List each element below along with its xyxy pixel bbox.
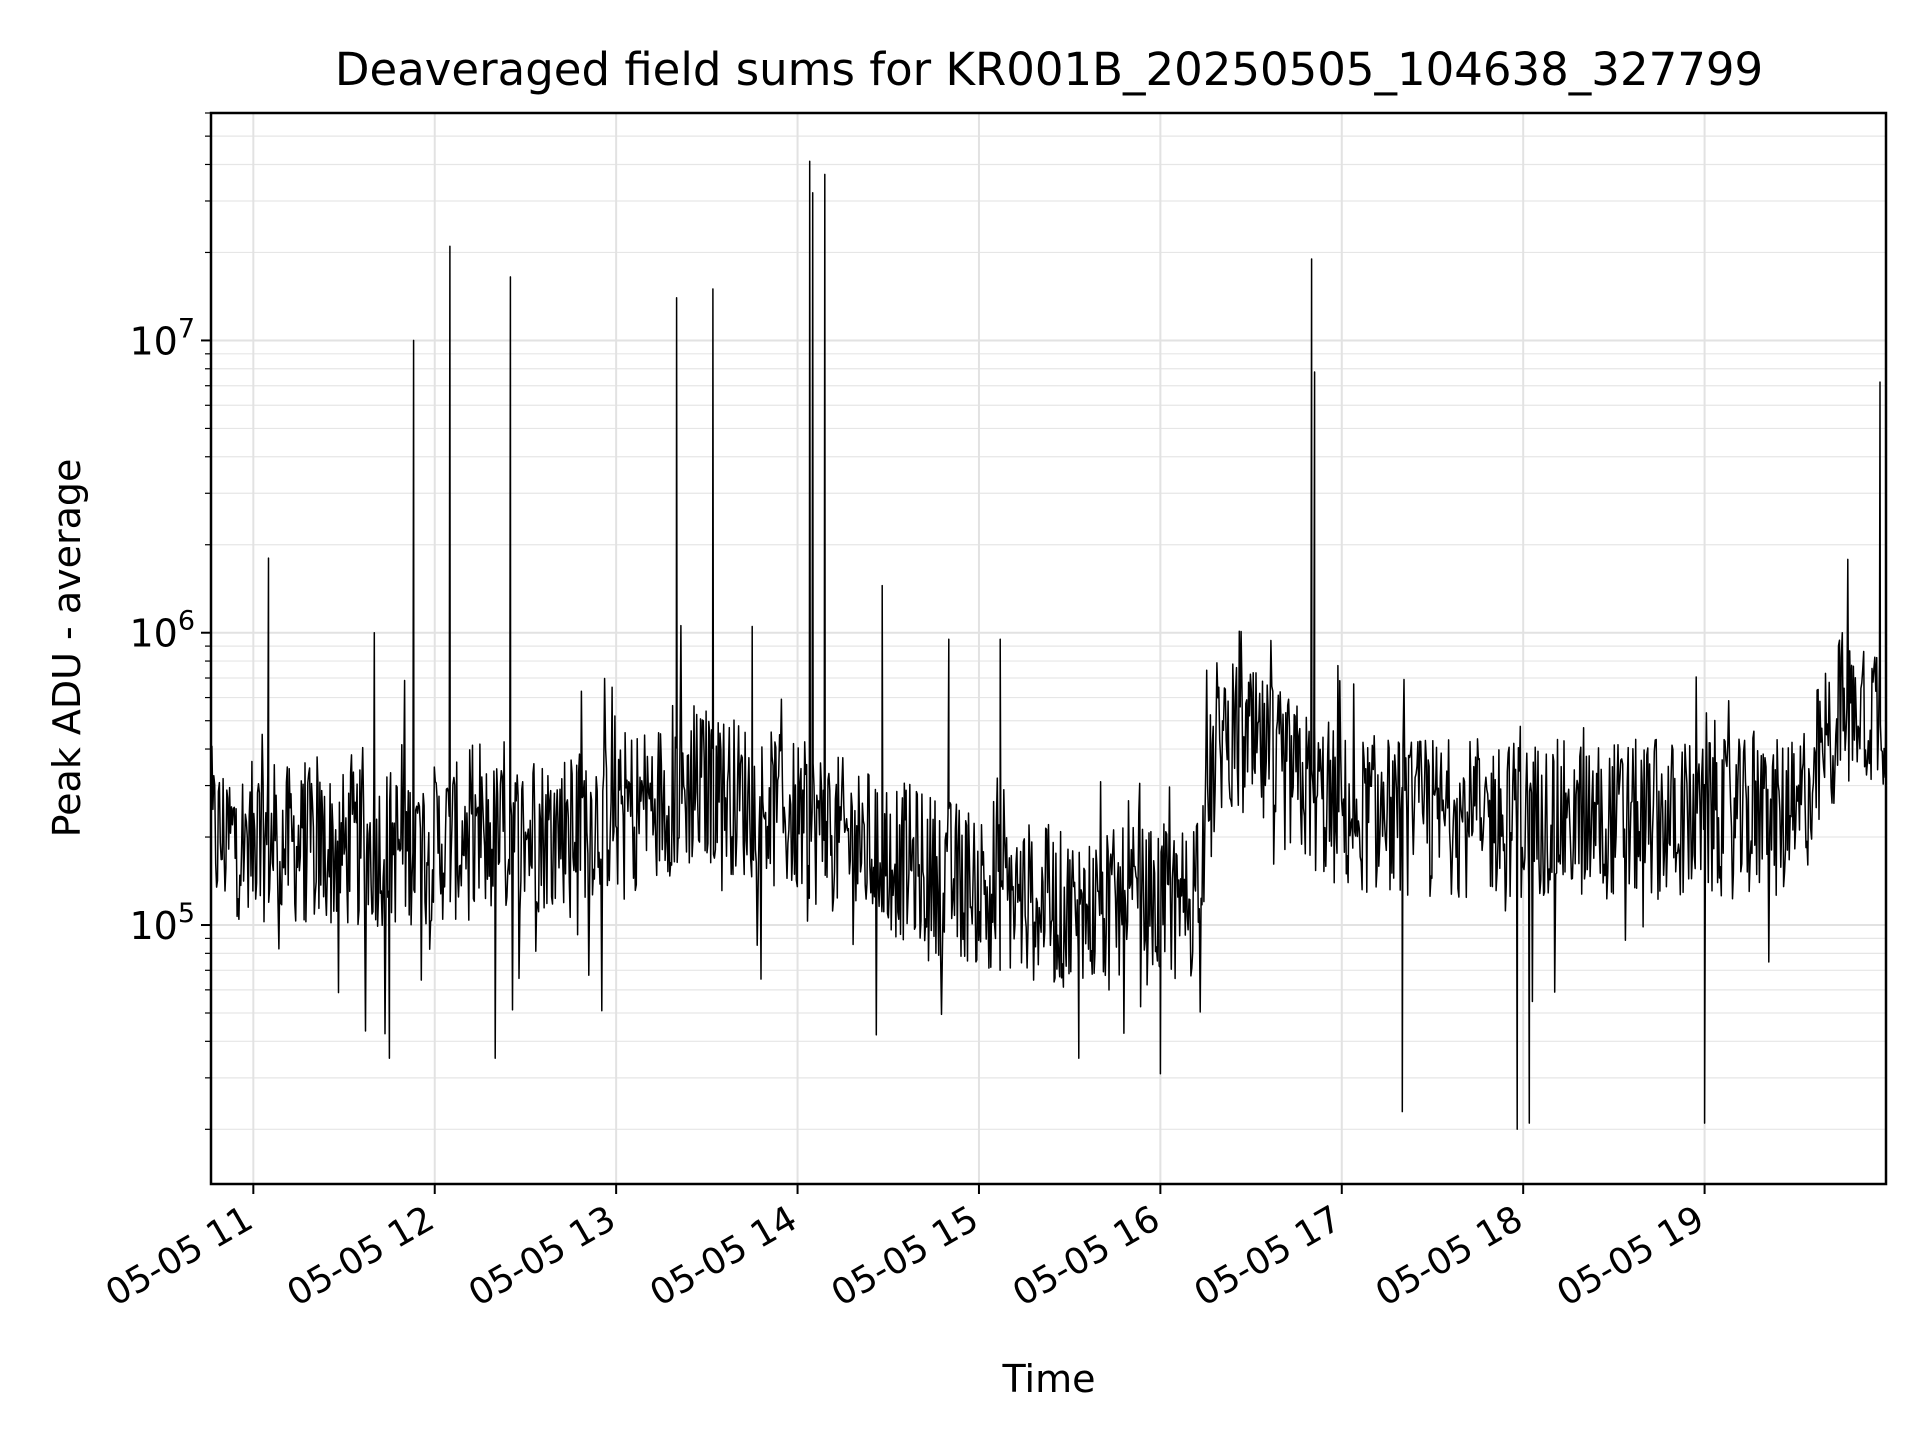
grid (205, 112, 1886, 1184)
y-axis-label: Peak ADU - average (45, 459, 89, 838)
y-axis: 105 106 107 (129, 313, 211, 948)
y-tick-label: 106 (129, 606, 195, 656)
chart-title: Deaveraged field sums for KR001B_2025050… (335, 43, 1763, 96)
y-tick-label: 107 (129, 313, 195, 363)
x-axis-label: Time (1002, 1357, 1096, 1401)
plot-frame (209, 111, 1888, 1186)
series-line-peak-adu (210, 160, 1887, 1131)
y-tick-label: 105 (129, 898, 195, 948)
